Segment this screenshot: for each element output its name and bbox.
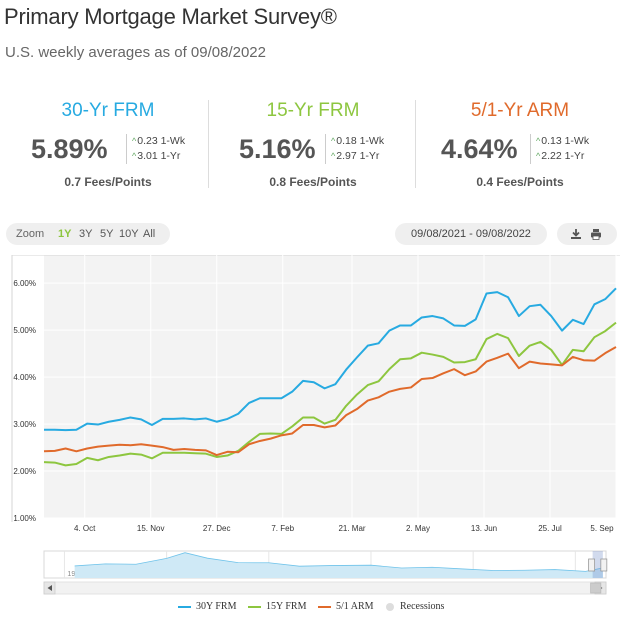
rate-card-15yr: 15-Yr FRM 5.16% ^0.18 1-Wk ^2.97 1-Yr 0.… (213, 98, 413, 193)
x-axis-ticks: 4. Oct 15. Nov 27. Dec 7. Feb 21. Mar 2. May 1… (74, 524, 614, 533)
y-tick-label: 4.00% (13, 373, 36, 382)
chart-toolbar: Zoom 1Y 3Y 5Y 10Y All 09/08/2021 - 09/08… (0, 223, 631, 247)
legend-item-arm[interactable]: 5/1 ARM (318, 601, 374, 612)
x-tick-label: 27. Dec (203, 524, 231, 533)
fees-points: 0.8 Fees/Points (269, 175, 357, 189)
series-lines (43, 287, 617, 467)
week-label: 1-Wk (359, 135, 385, 147)
navigator-handle-right (600, 558, 608, 572)
legend-item-15y[interactable]: 15Y FRM (248, 601, 306, 612)
rate-name: 5/1-Yr ARM (470, 100, 570, 121)
navigator-line (74, 552, 604, 572)
up-arrow-icon: ^ (132, 151, 137, 161)
page-subtitle: U.S. weekly averages as of 09/08/2022 (5, 44, 266, 61)
legend-item-recessions[interactable]: Recessions (386, 601, 444, 612)
rate-name: 15-Yr FRM (266, 100, 360, 121)
up-arrow-icon: ^ (132, 136, 137, 146)
year-label: 1-Yr (359, 150, 380, 162)
zoom-5y-button[interactable]: 5Y (100, 228, 114, 240)
scrollbar-thumb (590, 582, 602, 594)
rate-value: 5.89% (31, 134, 108, 164)
x-tick-label: 5. Sep (590, 524, 614, 533)
series-line-15y-frm (43, 321, 617, 467)
rate-name: 30-Yr FRM (61, 100, 155, 121)
legend-label: 30Y FRM (196, 601, 237, 612)
x-tick-label: 25. Jul (538, 524, 562, 533)
rate-value: 4.64% (441, 134, 518, 164)
zoom-1y-button[interactable]: 1Y (58, 228, 72, 240)
legend-label: Recessions (400, 601, 445, 612)
grid-lines (44, 255, 617, 519)
year-label: 1-Yr (160, 150, 181, 162)
fees-points: 0.4 Fees/Points (476, 175, 564, 189)
rate-changes: ^0.23 1-Wk ^3.01 1-Yr (126, 134, 185, 164)
year-change: 2.97 (336, 150, 357, 162)
x-tick-label: 15. Nov (137, 524, 165, 533)
legend-swatch (318, 605, 331, 608)
legend-swatch (248, 605, 261, 608)
rate-card-30yr: 30-Yr FRM 5.89% ^0.23 1-Wk ^3.01 1-Yr 0.… (8, 98, 208, 193)
legend-item-30y[interactable]: 30Y FRM (178, 601, 236, 612)
zoom-all-button[interactable]: All (143, 228, 156, 240)
y-tick-label: 3.00% (13, 420, 36, 429)
export-controls (557, 223, 617, 245)
zoom-label: Zoom (16, 228, 45, 240)
navigator-handle-left (588, 558, 596, 572)
divider (208, 100, 209, 188)
print-icon[interactable] (590, 228, 602, 240)
x-tick-label: 21. Mar (338, 524, 365, 533)
rate-changes: ^0.13 1-Wk ^2.22 1-Yr (530, 134, 589, 164)
navigator[interactable]: 197019801990200020102020 (43, 550, 608, 595)
zoom-10y-button[interactable]: 10Y (119, 228, 139, 240)
y-axis-ticks: 1.00% 2.00% 3.00% 4.00% 5.00% 6.00% (13, 279, 36, 523)
scroll-left-arrow-icon (47, 585, 52, 591)
y-tick-label: 5.00% (13, 326, 36, 335)
up-arrow-icon: ^ (331, 151, 336, 161)
legend: 30Y FRM 15Y FRM 5/1 ARM Recessions (0, 601, 631, 615)
chart: 1.00% 2.00% 3.00% 4.00% 5.00% 6.00% 4. Oct 15.… (11, 255, 620, 595)
series-line-5-1-arm (43, 346, 617, 457)
x-tick-label: 2. May (406, 524, 430, 533)
rate-value: 5.16% (239, 134, 316, 164)
scrollbar-track (43, 581, 607, 595)
y-tick-label: 2.00% (13, 467, 36, 476)
date-range-display[interactable]: 09/08/2021 - 09/08/2022 (395, 223, 547, 245)
navigator-area (74, 552, 603, 578)
divider (415, 100, 416, 188)
up-arrow-icon: ^ (536, 151, 541, 161)
series-line-30y-frm (44, 287, 617, 432)
y-axis-background (12, 255, 44, 522)
page-title: Primary Mortgage Market Survey® (4, 4, 337, 29)
zoom-3y-button[interactable]: 3Y (79, 228, 93, 240)
year-change: 2.22 (541, 150, 562, 162)
legend-swatch (178, 605, 191, 608)
fees-points: 0.7 Fees/Points (64, 175, 152, 189)
week-change: 0.18 (336, 135, 357, 147)
x-tick-label: 13. Jun (471, 524, 497, 533)
week-label: 1-Wk (160, 135, 186, 147)
up-arrow-icon: ^ (331, 136, 336, 146)
rate-summary: 30-Yr FRM 5.89% ^0.23 1-Wk ^3.01 1-Yr 0.… (0, 98, 631, 193)
week-change: 0.23 (137, 135, 158, 147)
legend-label: 15Y FRM (266, 601, 307, 612)
week-change: 0.13 (541, 135, 562, 147)
download-icon[interactable] (570, 228, 582, 240)
x-tick-label: 4. Oct (74, 524, 96, 533)
navigator-selection (592, 551, 603, 578)
year-change: 3.01 (137, 150, 158, 162)
year-label: 1-Yr (564, 150, 585, 162)
plot-area (11, 255, 620, 522)
x-tick-label: 7. Feb (271, 524, 294, 533)
up-arrow-icon: ^ (536, 136, 541, 146)
zoom-selector: Zoom 1Y 3Y 5Y 10Y All (6, 223, 170, 245)
rate-card-arm: 5/1-Yr ARM 4.64% ^0.13 1-Wk ^2.22 1-Yr 0… (420, 98, 620, 193)
legend-label: 5/1 ARM (336, 601, 374, 612)
rate-changes: ^0.18 1-Wk ^2.97 1-Yr (325, 134, 384, 164)
week-label: 1-Wk (564, 135, 590, 147)
y-tick-label: 6.00% (13, 279, 36, 288)
y-tick-label: 1.00% (13, 514, 36, 523)
legend-dot (386, 602, 394, 611)
